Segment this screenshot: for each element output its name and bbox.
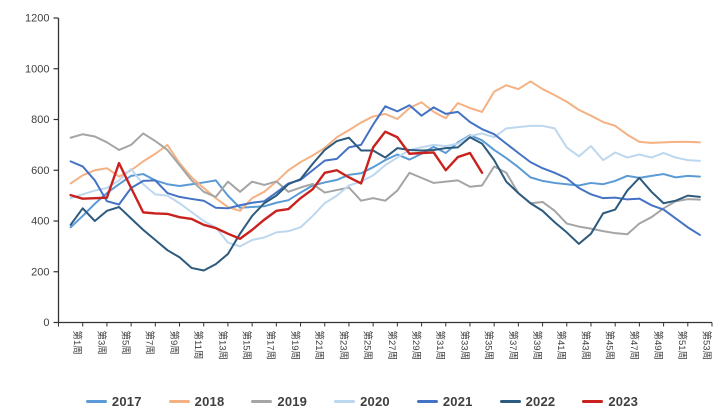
x-axis-tick-label: 第23周 <box>337 331 349 361</box>
y-axis-tick-label: 800 <box>31 114 49 126</box>
x-axis-tick-label: 第5周 <box>120 331 132 355</box>
legend-line-swatch-2021 <box>416 399 438 403</box>
x-axis-tick-label: 第47周 <box>628 331 640 361</box>
y-axis-tick-label: 200 <box>31 266 49 278</box>
legend-item-2019: 2019 <box>251 394 307 409</box>
x-axis-tick-label: 第31周 <box>434 331 446 361</box>
x-axis-tick-label: 第39周 <box>531 331 543 361</box>
legend-label-2021: 2021 <box>442 393 473 409</box>
x-axis-tick-label: 第15周 <box>241 331 253 361</box>
x-axis-tick-label: 第3周 <box>95 331 107 355</box>
x-axis-tick-label: 第7周 <box>144 331 156 355</box>
legend-line-swatch-2022 <box>499 399 521 403</box>
legend-item-2021: 2021 <box>416 393 473 409</box>
legend-label-2018: 2018 <box>194 393 225 409</box>
chart-legend: 2017 2018 2019 2020 2021 2022 2023 <box>0 386 724 416</box>
series-line-2018 <box>69 80 701 212</box>
x-axis-tick-label: 第19周 <box>289 331 301 361</box>
series-line-2020 <box>69 124 701 248</box>
legend-item-2018: 2018 <box>168 393 225 409</box>
legend-item-2023: 2023 <box>582 394 638 409</box>
series-line-2022 <box>69 136 701 272</box>
legend-line-swatch-2020 <box>334 399 356 403</box>
legend-item-2017: 2017 <box>85 393 142 409</box>
legend-label-2017: 2017 <box>111 393 142 409</box>
x-axis-tick-label: 第45周 <box>604 331 616 361</box>
legend-label-2019: 2019 <box>277 393 308 409</box>
legend-item-2022: 2022 <box>499 393 556 409</box>
x-axis-tick-label: 第37周 <box>507 331 519 361</box>
x-axis-tick-label: 第29周 <box>410 331 422 361</box>
legend-label-2022: 2022 <box>525 393 556 409</box>
x-axis-tick-label: 第27周 <box>386 331 398 361</box>
legend-line-swatch-2019 <box>251 399 273 403</box>
x-axis-tick-label: 第51周 <box>676 331 688 361</box>
x-axis-tick-label: 第1周 <box>71 331 83 355</box>
legend-line-swatch-2018 <box>168 399 190 403</box>
x-axis-tick-label: 第35周 <box>483 331 495 361</box>
series-line-2023 <box>69 130 484 240</box>
legend-label-2020: 2020 <box>360 393 390 409</box>
line-chart-canvas: 0 200 400 600 800 1000 1200 第1周 第3周 第5周 第7周 第9周 第11周… <box>25 13 713 361</box>
series-line-2017 <box>69 134 701 229</box>
y-axis-tick-label: 1000 <box>25 63 49 75</box>
x-axis-tick-label: 第25周 <box>362 331 374 361</box>
y-axis-tick-label: 600 <box>31 165 49 177</box>
x-axis-tick-label: 第41周 <box>555 331 567 361</box>
y-axis-tick-label: 400 <box>31 216 49 228</box>
x-axis-tick-label: 第13周 <box>216 331 228 361</box>
x-axis-tick-label: 第53周 <box>700 331 712 361</box>
x-axis-tick-label: 第9周 <box>168 331 180 355</box>
y-axis-tick-label: 0 <box>43 317 49 329</box>
x-axis-tick-label: 第33周 <box>458 331 470 361</box>
x-axis-tick-label: 第11周 <box>192 331 204 360</box>
x-axis-tick-label: 第43周 <box>579 331 591 361</box>
legend-item-2020: 2020 <box>334 394 390 409</box>
x-axis-tick-label: 第17周 <box>265 331 277 361</box>
y-axis-tick-label: 1200 <box>25 13 49 25</box>
series-line-2019 <box>69 132 701 236</box>
x-axis-tick-label: 第21周 <box>313 331 325 361</box>
legend-line-swatch-2017 <box>85 399 107 403</box>
legend-line-swatch-2023 <box>582 399 604 403</box>
series-line-2021 <box>69 104 701 236</box>
x-axis-tick-label: 第49周 <box>652 331 664 361</box>
legend-label-2023: 2023 <box>608 393 639 409</box>
